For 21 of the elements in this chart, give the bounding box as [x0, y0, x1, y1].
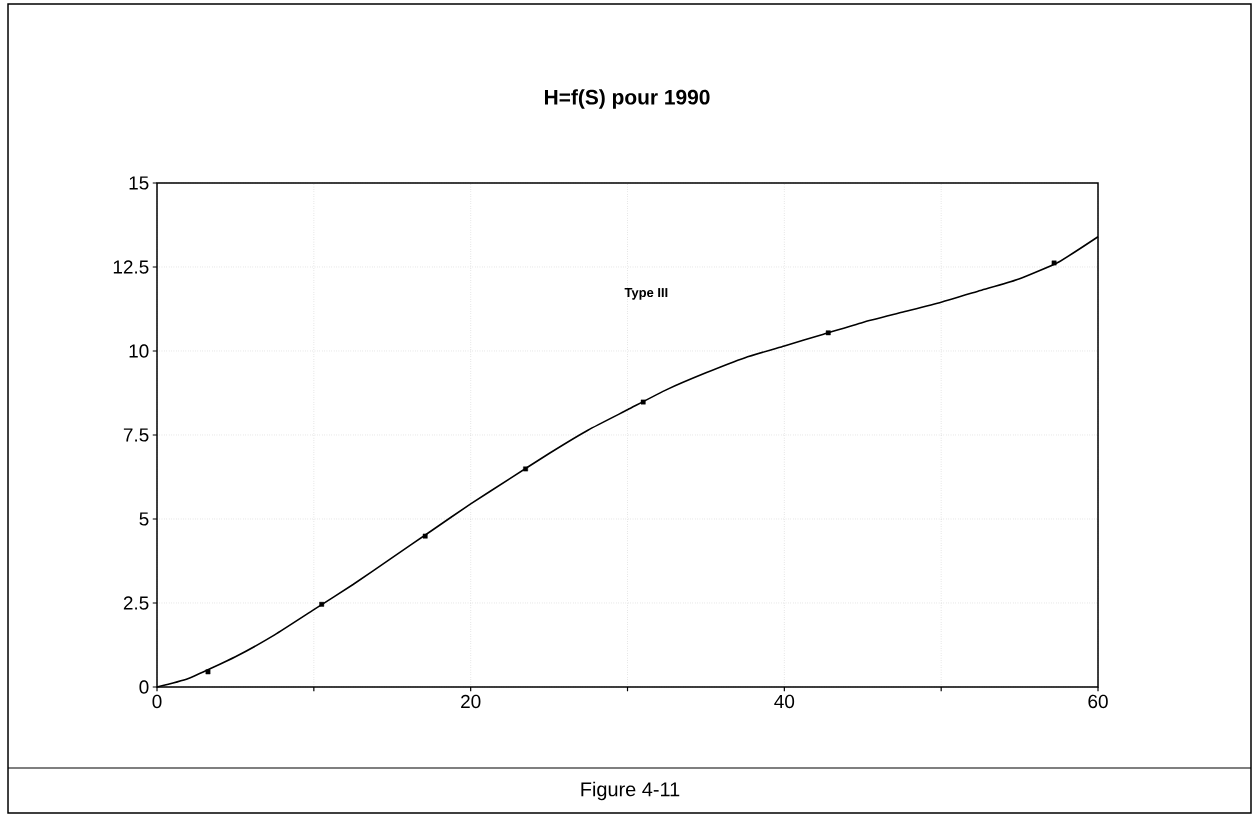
- point: [1051, 260, 1057, 266]
- y-tick-label: 7.5: [123, 428, 149, 442]
- y-tick-label: 0: [139, 680, 149, 694]
- y-tick-label: 2.5: [123, 596, 149, 610]
- chart-title: H=f(S) pour 1990: [545, 89, 710, 109]
- y-tick-label: 12.5: [113, 260, 149, 274]
- y-tick-label: 15: [129, 176, 149, 190]
- y-tick-label: 5: [139, 512, 149, 526]
- annotation: Type III: [624, 288, 668, 300]
- x-tick-label: 20: [461, 694, 481, 709]
- point: [523, 466, 528, 472]
- point: [422, 533, 428, 539]
- x-tick-label: 0: [152, 694, 162, 709]
- point: [640, 399, 646, 405]
- caption: Figure 4-11: [581, 781, 680, 801]
- x-tick-label: 40: [774, 694, 795, 709]
- x-tick-label: 60: [1088, 694, 1108, 709]
- point: [319, 601, 325, 607]
- point: [205, 669, 211, 675]
- point: [825, 330, 831, 336]
- y-tick-label: 10: [129, 344, 149, 358]
